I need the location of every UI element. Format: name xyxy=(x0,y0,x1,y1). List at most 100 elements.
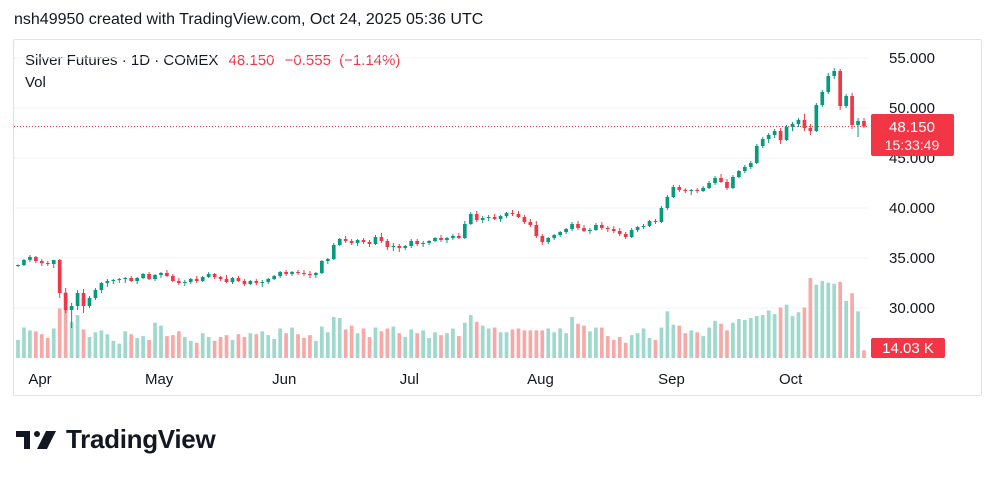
candle-body xyxy=(361,240,366,242)
candle xyxy=(308,271,312,278)
volume-bar xyxy=(576,323,580,358)
candle xyxy=(564,228,568,234)
candle-body xyxy=(218,277,223,279)
candle-body xyxy=(111,280,116,281)
candle-body xyxy=(760,139,765,146)
volume-bar xyxy=(772,314,777,358)
candle xyxy=(69,303,74,328)
volume-bar xyxy=(748,318,753,358)
volume-bar xyxy=(409,329,414,358)
volume-bar xyxy=(343,329,348,358)
candle xyxy=(212,273,217,279)
candle xyxy=(748,161,753,169)
volume-bar xyxy=(832,283,837,358)
volume-bar xyxy=(75,315,80,358)
candle xyxy=(433,237,437,242)
candle-body xyxy=(457,236,461,238)
candle xyxy=(719,174,723,183)
candle-body xyxy=(784,127,789,140)
candle xyxy=(147,272,151,280)
candle-body xyxy=(707,183,711,188)
candle xyxy=(349,239,354,245)
candle xyxy=(177,278,181,285)
volume-bar xyxy=(111,340,116,358)
candle-body xyxy=(99,283,104,290)
candle-body xyxy=(153,275,157,279)
candle-body xyxy=(236,278,241,281)
candle-body xyxy=(254,281,259,283)
candle xyxy=(474,211,479,222)
chart-legend: Silver Futures · 1D · COMEX 48.150 −0.55… xyxy=(25,50,400,94)
volume-bar xyxy=(808,278,813,358)
candle-body xyxy=(379,237,384,241)
candle xyxy=(99,282,104,293)
candle xyxy=(403,245,408,250)
candle-body xyxy=(290,272,294,274)
volume-bar xyxy=(725,330,729,358)
candle xyxy=(683,188,688,193)
candle-body xyxy=(468,214,473,224)
candle xyxy=(635,226,640,232)
candle-body xyxy=(135,278,140,281)
candle-body xyxy=(480,218,485,220)
volume-bar xyxy=(534,330,539,358)
volume-bar xyxy=(564,333,568,358)
volume-bar xyxy=(719,323,723,358)
candle-body xyxy=(510,213,515,214)
candle xyxy=(516,211,521,218)
tradingview-logo-icon xyxy=(16,430,56,449)
candle-body xyxy=(403,246,408,248)
candle-body xyxy=(439,238,443,240)
candle-body xyxy=(409,241,414,246)
candle-body xyxy=(677,187,682,190)
candle xyxy=(707,181,711,189)
candle-body xyxy=(862,121,866,127)
candle xyxy=(737,170,741,178)
candle xyxy=(290,271,294,276)
candle xyxy=(224,275,229,283)
candle xyxy=(296,270,300,275)
candle xyxy=(611,226,616,233)
volume-bar xyxy=(69,321,74,358)
candle xyxy=(355,239,360,246)
candle-body xyxy=(832,71,837,76)
volume-bar xyxy=(582,325,586,358)
volume-bar xyxy=(600,327,604,358)
legend-change-pct: (−1.14%) xyxy=(339,52,401,69)
candle-body xyxy=(230,278,235,282)
volume-bar xyxy=(248,333,253,358)
volume-bar xyxy=(188,340,193,358)
candle xyxy=(129,276,134,282)
volume-bar xyxy=(552,332,557,358)
volume-bar xyxy=(653,339,658,358)
volume-bar xyxy=(427,338,431,358)
volume-bar xyxy=(153,322,157,358)
candle xyxy=(689,189,694,195)
candle xyxy=(594,223,598,231)
candle xyxy=(427,240,431,245)
candle xyxy=(814,103,819,132)
volume-bar xyxy=(379,331,384,358)
time-tick-label: Jun xyxy=(272,371,296,388)
candle xyxy=(248,280,253,285)
volume-bar xyxy=(516,328,521,358)
candle-body xyxy=(22,260,26,265)
volume-bar xyxy=(266,335,271,358)
legend-last-price: 48.150 xyxy=(228,52,275,69)
candle-body xyxy=(594,225,598,230)
volume-bar xyxy=(349,325,354,358)
candle-body xyxy=(69,306,74,310)
candle xyxy=(457,233,461,239)
candle xyxy=(480,216,485,223)
volume-bar xyxy=(778,307,783,358)
candle xyxy=(701,186,705,192)
candle xyxy=(862,118,866,128)
candle xyxy=(63,288,68,313)
volume-bar xyxy=(760,315,765,358)
candle-body xyxy=(582,228,586,231)
candle-body xyxy=(367,242,372,244)
volume-badge-value: 14.03 K xyxy=(882,340,934,357)
volume-bar xyxy=(594,327,598,358)
